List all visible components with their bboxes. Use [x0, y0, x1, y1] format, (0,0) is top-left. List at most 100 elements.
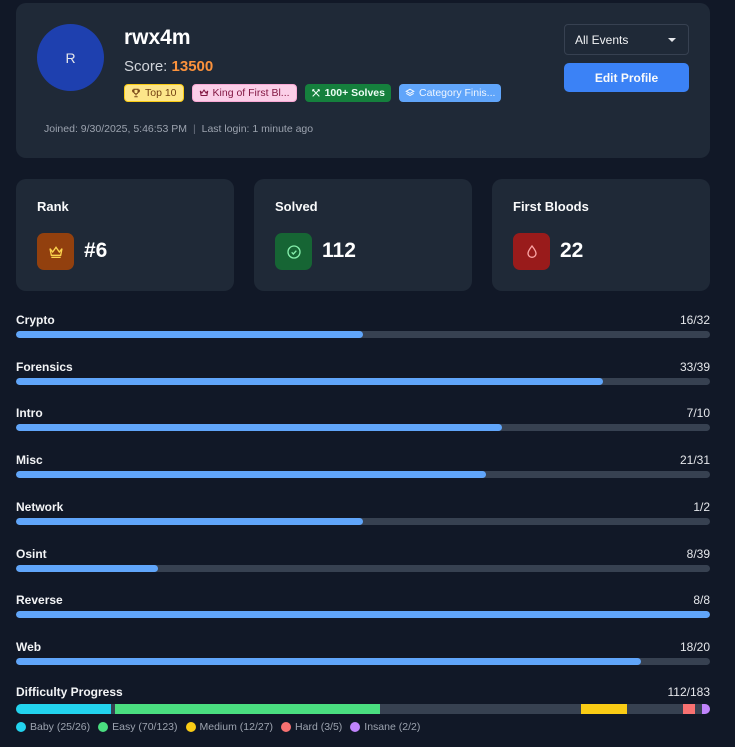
stat-value: #6 [84, 239, 108, 262]
progress-fill [16, 657, 641, 665]
avatar: R [37, 24, 104, 91]
progress-track [16, 517, 710, 525]
stat-value: 112 [322, 239, 356, 262]
legend-label: Baby (25/26) [30, 721, 91, 733]
edit-profile-button[interactable]: Edit Profile [564, 63, 689, 92]
last-login: Last login: 1 minute ago [201, 123, 314, 135]
progress-track [16, 424, 710, 432]
layers-icon [405, 88, 415, 97]
legend-item-hard: Hard (3/5) [281, 721, 342, 733]
category-row-web: Web 18/20 [16, 640, 710, 680]
meta-separator: | [192, 123, 196, 135]
stat-title: First Bloods [513, 199, 589, 214]
legend-dot-icon [16, 722, 26, 732]
progress-track [16, 657, 710, 665]
progress-track [16, 377, 710, 385]
joined-date: Joined: 9/30/2025, 5:46:53 PM [44, 123, 188, 135]
category-count: 8/8 [693, 593, 710, 608]
category-row-misc: Misc 21/31 [16, 453, 710, 493]
legend-label: Easy (70/123) [112, 721, 178, 733]
progress-fill [16, 611, 710, 619]
category-name: Intro [16, 406, 43, 421]
category-row-forensics: Forensics 33/39 [16, 360, 710, 400]
legend-item-baby: Baby (25/26) [16, 721, 90, 733]
legend-item-medium: Medium (12/27) [185, 721, 274, 733]
badge-100-solves[interactable]: 100+ Solves [304, 84, 391, 102]
difficulty-segment-baby [16, 704, 115, 714]
category-row-network: Network 1/2 [16, 500, 710, 540]
difficulty-segment-insane [702, 704, 710, 714]
badge-top-10[interactable]: Top 10 [124, 84, 184, 102]
avatar-initial: R [65, 49, 76, 66]
score-line: Score: 13500 [124, 58, 213, 75]
trophy-icon [132, 88, 140, 98]
legend-dot-icon [350, 722, 361, 732]
progress-track [16, 471, 710, 479]
progress-fill [16, 471, 487, 479]
category-count: 18/20 [679, 639, 710, 654]
category-name: Forensics [16, 359, 73, 374]
category-row-osint: Osint 8/39 [16, 547, 710, 587]
category-name: Crypto [16, 313, 55, 327]
score-value: 13500 [171, 58, 214, 75]
stat-title: Rank [37, 199, 69, 214]
category-row-crypto: Crypto 16/32 [16, 313, 710, 353]
progress-track [16, 611, 710, 619]
stat-card-solved: Solved 112 [254, 179, 472, 291]
badge-label: 100+ Solves [324, 87, 385, 99]
category-count: 33/39 [679, 359, 710, 374]
username: rwx4m [124, 26, 191, 49]
difficulty-segment-easy [114, 704, 581, 714]
legend-item-easy: Easy (70/123) [98, 721, 178, 733]
legend-label: Insane (2/2) [364, 721, 421, 733]
score-label: Score: [124, 58, 168, 75]
category-row-intro: Intro 7/10 [16, 406, 710, 446]
legend-dot-icon [185, 722, 196, 732]
category-count: 1/2 [693, 499, 710, 514]
event-select-value: All Events [575, 32, 629, 47]
legend-label: Medium (12/27) [199, 721, 274, 733]
progress-track [16, 331, 710, 338]
badge-list: Top 10 King of First Bl... 100+ Solves C… [124, 84, 502, 102]
difficulty-progress-bar [16, 704, 710, 714]
profile-card: R rwx4m Score: 13500 Top 10 King of Firs… [16, 3, 710, 158]
stat-card-first-bloods: First Bloods 22 [492, 179, 710, 291]
category-name: Reverse [16, 593, 63, 608]
difficulty-count: 112/183 [667, 685, 711, 699]
category-count: 16/32 [679, 313, 710, 327]
stat-value: 22 [560, 239, 584, 262]
chevron-down-icon [668, 37, 676, 42]
progress-fill [16, 564, 159, 572]
category-name: Network [16, 499, 64, 514]
difficulty-segment-fill [702, 704, 710, 714]
progress-track [16, 564, 710, 572]
difficulty-segment-hard [683, 704, 702, 714]
check-circle-icon [275, 233, 312, 270]
difficulty-segment-fill [16, 704, 111, 714]
progress-fill [16, 331, 363, 338]
progress-fill [16, 377, 604, 385]
legend-dot-icon [281, 722, 292, 732]
badge-category-finisher[interactable]: Category Finis... [398, 84, 502, 102]
difficulty-segment-medium [581, 704, 683, 714]
progress-fill [16, 517, 363, 525]
category-name: Misc [16, 453, 43, 468]
category-name: Osint [16, 546, 47, 561]
account-meta: Joined: 9/30/2025, 5:46:53 PM | Last log… [44, 123, 313, 135]
difficulty-segment-fill [581, 704, 627, 714]
stat-card-rank: Rank #6 [16, 179, 234, 291]
event-filter-select[interactable]: All Events [564, 24, 689, 55]
crown-icon [199, 89, 208, 97]
legend-label: Hard (3/5) [295, 721, 343, 733]
crown-icon [37, 233, 74, 270]
category-count: 7/10 [686, 406, 710, 421]
badge-label: Top 10 [145, 87, 177, 99]
category-count: 21/31 [679, 453, 710, 468]
legend-dot-icon [98, 722, 109, 732]
category-row-reverse: Reverse 8/8 [16, 593, 710, 633]
difficulty-title: Difficulty Progress [16, 685, 123, 699]
badge-king-of-first-bloods[interactable]: King of First Bl... [191, 84, 297, 102]
progress-fill [16, 424, 502, 432]
droplet-icon [513, 233, 550, 270]
stat-title: Solved [275, 199, 318, 214]
